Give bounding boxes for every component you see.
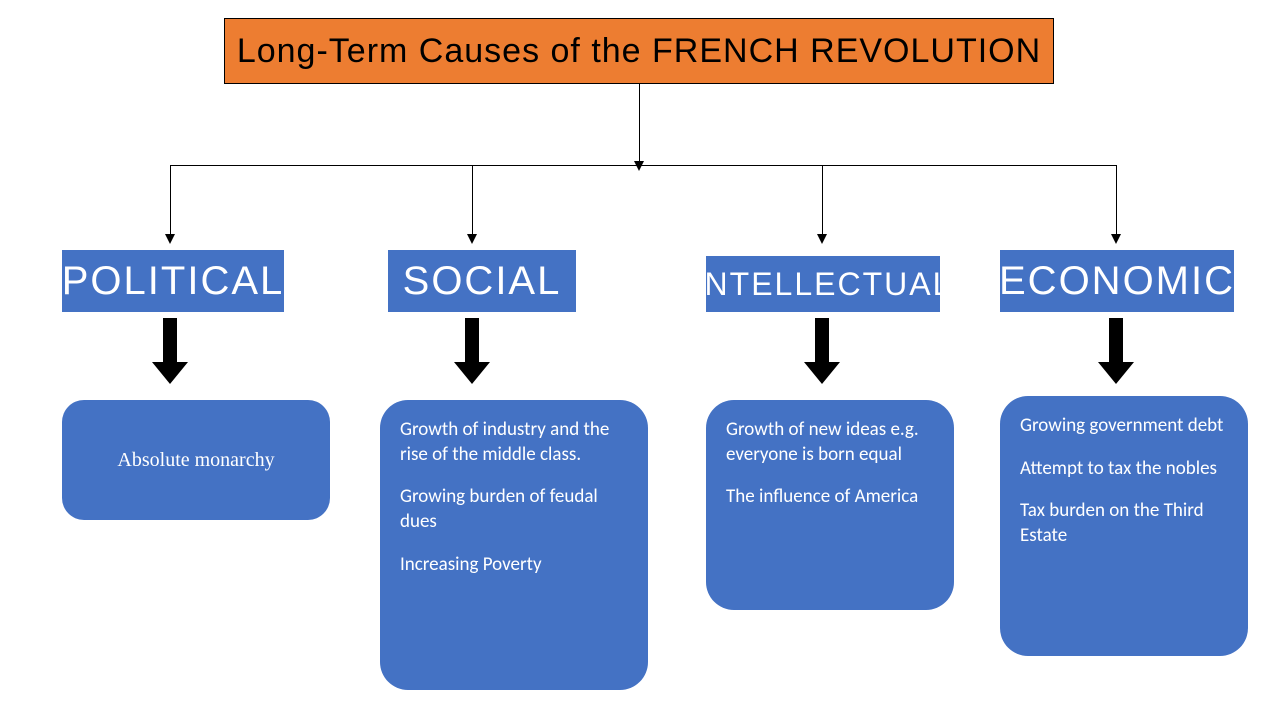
category-arrow [804,318,840,384]
connector-branch-arrowhead [165,234,175,244]
category-label: INTELLECTUAL [694,266,953,303]
category-detail: Growth of new ideas e.g. everyone is bor… [706,400,954,610]
detail-item: Growth of new ideas e.g. everyone is bor… [726,418,934,467]
detail-item: The influence of America [726,485,934,510]
diagram-title-text: Long-Term Causes of the FRENCH REVOLUTIO… [237,32,1041,71]
category-arrow [1098,318,1134,384]
connector-branch-arrowhead [817,234,827,244]
category-label: POLITICAL [62,259,285,304]
connector-branch [170,165,171,234]
category-box: INTELLECTUAL [706,256,940,312]
detail-item: Attempt to tax the nobles [1020,457,1228,482]
category-label: SOCIAL [403,259,562,304]
connector-branch-arrowhead [1111,234,1121,244]
detail-item: Growing government debt [1020,414,1228,439]
category-box: ECONOMIC [1000,250,1234,312]
connector-branch [1116,165,1117,234]
connector-branch [822,165,823,234]
category-arrow [152,318,188,384]
category-label: ECONOMIC [999,259,1235,304]
detail-item: Growth of industry and the rise of the m… [400,418,628,467]
category-detail: Growth of industry and the rise of the m… [380,400,648,690]
detail-item: Growing burden of feudal dues [400,485,628,534]
detail-item: Tax burden on the Third Estate [1020,499,1228,548]
category-detail: Growing government debt Attempt to tax th… [1000,396,1248,656]
connector-trunk-arrowhead [634,161,644,171]
connector-branch-arrowhead [467,234,477,244]
diagram-title: Long-Term Causes of the FRENCH REVOLUTIO… [224,18,1054,84]
category-box: POLITICAL [62,250,284,312]
category-arrow [454,318,490,384]
connector-branch [472,165,473,234]
connector-horizontal [170,165,1116,166]
category-box: SOCIAL [388,250,576,312]
detail-item: Absolute monarchy [117,447,274,473]
connector-trunk [639,84,640,165]
detail-item: Increasing Poverty [400,553,628,578]
category-detail: Absolute monarchy [62,400,330,520]
